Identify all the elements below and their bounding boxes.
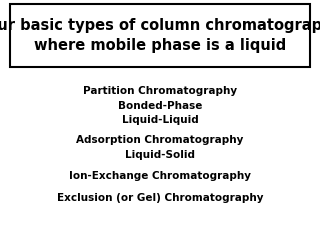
Text: Partition Chromatography: Partition Chromatography	[83, 86, 237, 96]
Text: Adsorption Chromatography: Adsorption Chromatography	[76, 135, 244, 145]
Text: Liquid-Liquid: Liquid-Liquid	[122, 115, 198, 125]
Text: Bonded-Phase: Bonded-Phase	[118, 101, 202, 111]
Text: Exclusion (or Gel) Chromatography: Exclusion (or Gel) Chromatography	[57, 193, 263, 203]
Text: Ion-Exchange Chromatography: Ion-Exchange Chromatography	[69, 171, 251, 181]
Text: Four basic types of column chromatography
where mobile phase is a liquid: Four basic types of column chromatograph…	[0, 18, 320, 53]
Text: Liquid-Solid: Liquid-Solid	[125, 150, 195, 160]
FancyBboxPatch shape	[10, 4, 310, 67]
